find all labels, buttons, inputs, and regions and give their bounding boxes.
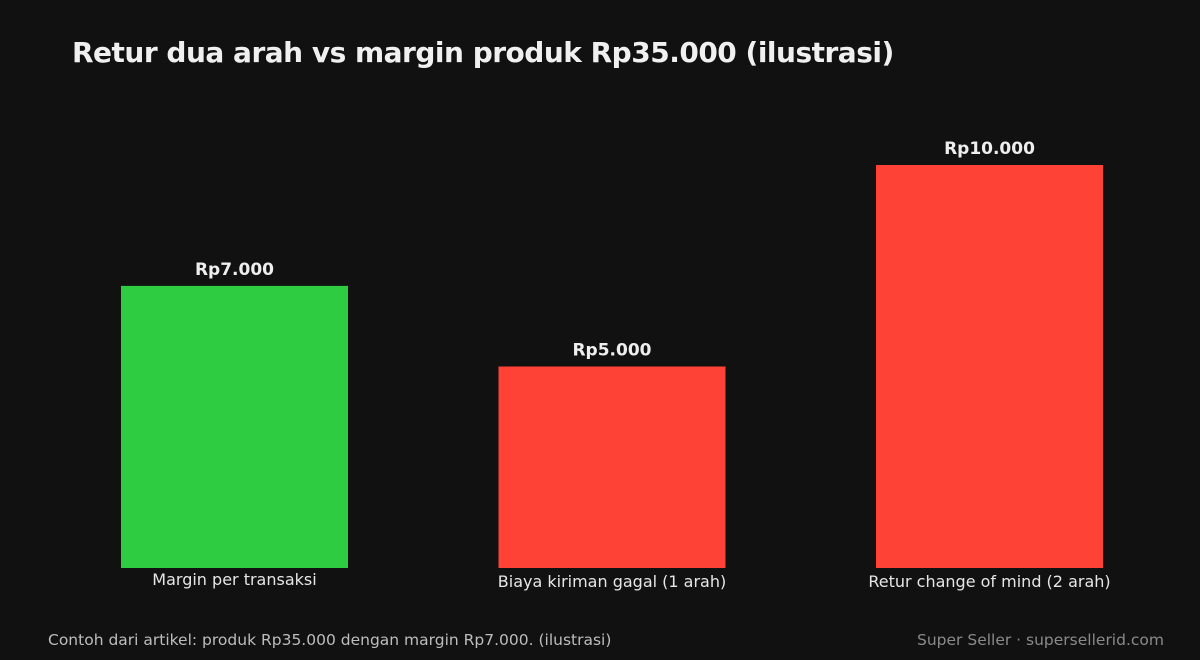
value-label-1: Rp5.000 [572,341,651,361]
category-label-0: Margin per transaksi [152,570,316,589]
bar-1 [498,366,726,568]
footer-credit: Super Seller · supersellerid.com [917,631,1164,649]
bar-2 [876,165,1103,568]
chart-title: Retur dua arah vs margin produk Rp35.000… [72,36,894,69]
category-label-1: Biaya kiriman gagal (1 arah) [498,572,726,591]
category-label-2: Retur change of mind (2 arah) [868,572,1110,591]
value-label-2: Rp10.000 [944,139,1035,159]
footer-note: Contoh dari artikel: produk Rp35.000 den… [48,631,612,649]
bar-0 [121,285,348,568]
value-label-0: Rp7.000 [195,260,274,280]
